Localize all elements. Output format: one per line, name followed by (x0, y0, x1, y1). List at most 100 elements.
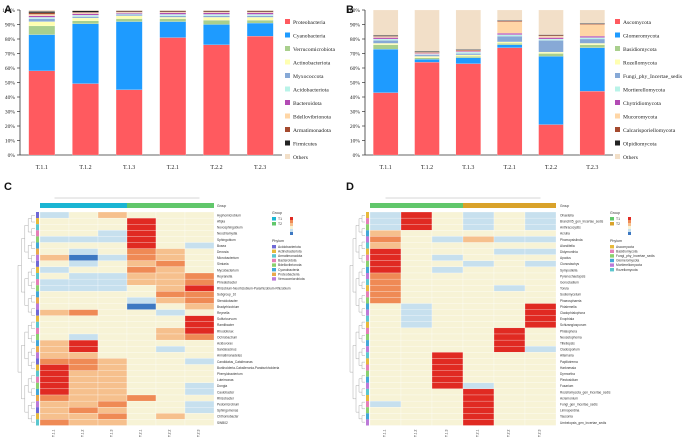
heatmap-cell (97, 352, 128, 359)
bar-segment (246, 12, 274, 13)
legend-phylum-swatch (272, 258, 276, 263)
heatmap-cell (68, 248, 99, 255)
heatmap-cell (369, 376, 402, 383)
heatmap-cell (462, 382, 495, 390)
x-tick-label: T.2.2 (210, 165, 222, 171)
row-label: Bosea (217, 244, 226, 248)
heatmap-cell (97, 327, 128, 335)
heatmap-cell (400, 303, 433, 310)
legend-phylum-swatch (610, 254, 614, 258)
bar-segment (414, 53, 440, 55)
bar-segment (28, 14, 56, 16)
color-scale-step (290, 217, 293, 220)
legend-phylum-label: Cyanobacteria (278, 268, 299, 272)
heatmap-cell (431, 407, 464, 414)
legend-swatch (285, 140, 290, 146)
column-label: T.2.3 (197, 429, 201, 437)
heatmap-cell (39, 211, 70, 219)
row-phylum-bar (366, 401, 369, 408)
row-phylum-bar (36, 407, 39, 414)
heatmap-cell (97, 346, 128, 353)
legend-phylum-label: Rozellomycota (616, 268, 638, 272)
bar-segment (28, 9, 56, 12)
y-tick-label: 70% (350, 52, 361, 58)
column-label: T.1.2 (414, 429, 418, 437)
heatmap-cell (493, 370, 526, 377)
legend-phylum-swatch (272, 277, 276, 281)
row-label: Clonostachys (560, 262, 580, 266)
heatmap-cell (524, 272, 557, 280)
heatmap-cell (431, 303, 464, 310)
x-tick-label: T.2.3 (254, 165, 266, 171)
heatmap-cell (493, 297, 526, 304)
heatmap-cell (524, 376, 557, 383)
heatmap-cell (68, 376, 99, 383)
legend-phylum-label: Verrucomicrobiota (278, 277, 305, 281)
legend-phylum-swatch (610, 249, 614, 253)
bar-segment (159, 10, 187, 12)
heatmap-cell (97, 230, 128, 237)
heatmap-cell (524, 394, 557, 402)
bar-segment (414, 57, 440, 60)
heatmap-cell (369, 224, 402, 231)
heatmap-cell (97, 224, 128, 231)
heatmap-cell (68, 339, 99, 347)
legend-label: Acidobacteriota (293, 88, 329, 94)
heatmap-cell (462, 285, 495, 292)
heatmap-cell (431, 376, 464, 383)
legend-label: Bdellovibrionota (293, 115, 331, 121)
bar-segment (579, 36, 605, 38)
heatmap-cell (493, 303, 526, 310)
row-label: Fungi_gen_Incertae_sedis (560, 402, 598, 406)
x-tick-label: T.2.3 (586, 165, 598, 171)
heatmap-cell (400, 291, 433, 298)
heatmap-cell (155, 260, 186, 268)
bar-segment (538, 53, 564, 57)
bar-segment (72, 23, 99, 84)
heatmap-cell (97, 370, 128, 377)
heatmap-cell (462, 224, 495, 231)
heatmap-cell (493, 339, 526, 347)
heatmap-cell (369, 400, 402, 408)
x-tick-label: T.1.2 (79, 165, 91, 171)
heatmap-cell (524, 407, 557, 414)
x-tick-label: T.2.1 (167, 165, 179, 171)
heatmap-cell (462, 388, 495, 396)
row-label: Rhodoferax (217, 329, 234, 333)
row-label: Cladophialophora (560, 311, 585, 315)
row-phylum-bar (366, 346, 369, 353)
row-phylum-bar (366, 388, 369, 395)
row-label: Bradyrhizobium (217, 305, 239, 309)
row-label: Limnoperdina (560, 409, 580, 413)
heatmap-cell (39, 224, 70, 231)
bar-segment (579, 9, 605, 24)
heatmap-cell (369, 413, 402, 420)
heatmap-cell (97, 266, 128, 274)
heatmap-cell (493, 407, 526, 414)
column-label: T.1.1 (52, 429, 56, 437)
heatmap-cell (68, 309, 99, 316)
row-label: Mycobacterium (217, 268, 239, 272)
heatmap-cell (68, 272, 99, 280)
heatmap-cell (155, 333, 186, 341)
heatmap-cell (493, 333, 526, 341)
bar-segment (28, 34, 56, 71)
x-tick-label: T.1.1 (36, 165, 48, 171)
heatmap-cell (39, 242, 70, 249)
bar-segment (72, 12, 99, 13)
heatmap-cell (524, 254, 557, 261)
heatmap-cell (68, 260, 99, 268)
heatmap-cell (493, 352, 526, 359)
y-tick-label: 80% (350, 37, 361, 43)
bar-segment (159, 11, 187, 13)
legend-label: Glomeromycota (623, 34, 660, 40)
heatmap-cell (97, 333, 128, 341)
heatmap-cell (97, 217, 128, 225)
row-phylum-bar (366, 266, 369, 273)
heatmap-cell (155, 400, 186, 408)
row-phylum-bar (366, 303, 369, 310)
x-tick-label: T.2.1 (504, 165, 516, 171)
heatmap-cell (431, 272, 464, 280)
legend-label: Actinobacteriota (293, 61, 331, 67)
heatmap-cell (462, 291, 495, 298)
